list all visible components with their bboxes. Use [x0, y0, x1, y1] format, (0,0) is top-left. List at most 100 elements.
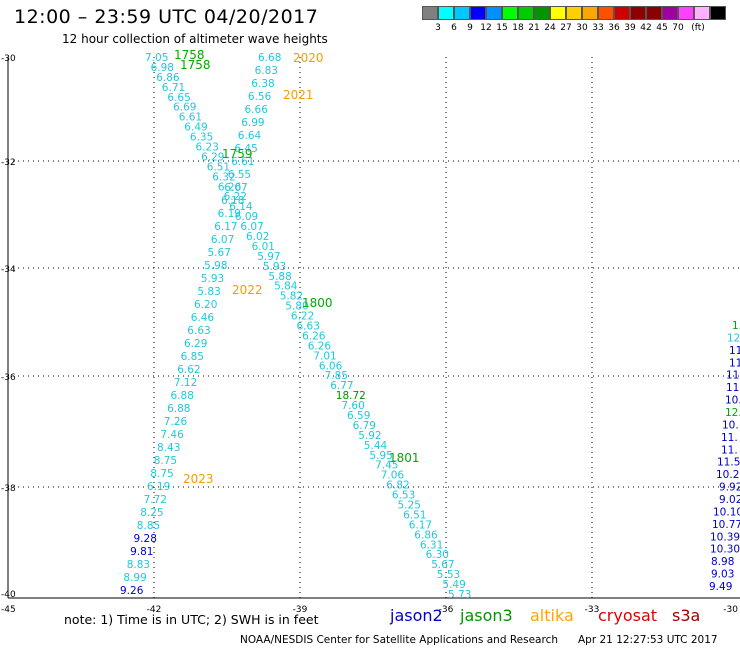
swh-value-track-a: 6.31 [420, 539, 443, 551]
swh-value-track-b: 6.19 [218, 208, 241, 220]
swh-value-track-a: 6.26 [302, 330, 326, 342]
swh-value-track-a: 18.72 [336, 390, 366, 402]
legend-swatch [438, 6, 454, 20]
swh-value-track-a: 6.30 [426, 549, 449, 561]
legend-swatch [454, 6, 470, 20]
legend-label: 70 [672, 23, 684, 33]
swh-value-track-c: 10. [722, 419, 739, 431]
swh-value-track-a: 6.26 [218, 181, 242, 193]
legend-swatch [486, 6, 502, 20]
swh-value-track-a: 7.01 [313, 350, 336, 362]
swh-value-track-a: 6.59 [347, 410, 370, 422]
swh-value-track-b: 6.07 [224, 182, 247, 194]
swh-value-track-c: 11. [729, 357, 740, 369]
swh-value-track-b: 6.07 [211, 234, 234, 246]
swh-value-track-b: 7.26 [164, 416, 188, 428]
swh-value-track-c: 10.77 [712, 519, 740, 531]
swh-value-track-a: 6.65 [167, 92, 190, 104]
swh-value-track-c: 1. [732, 320, 740, 332]
swh-value-track-c: 12. [725, 407, 740, 419]
swh-value-track-b: 6.88 [171, 390, 194, 402]
swh-value-track-a: 6.61 [179, 112, 202, 124]
time-label: 1758 [174, 48, 205, 62]
swh-value-track-a: 6.26 [308, 340, 332, 352]
swh-value-track-b: 8.75 [154, 455, 177, 467]
swh-value-track-c: 9.92 [719, 482, 740, 494]
swh-value-track-a: 6.32 [212, 171, 235, 183]
legend-swatch [422, 6, 438, 20]
legend-label: 24 [544, 23, 556, 33]
swh-value-track-a: 6.17 [409, 519, 432, 531]
legend-label: 27 [560, 23, 572, 33]
swh-value-track-a: 7.60 [341, 400, 364, 412]
swh-value-track-b: 6.18 [221, 195, 244, 207]
legend-label: 21 [528, 23, 540, 33]
legend-swatch [710, 6, 726, 20]
legend-label: 18 [512, 23, 524, 33]
swh-value-track-a: 5.44 [364, 440, 388, 452]
swh-value-track-a: 5.93 [263, 261, 286, 273]
swh-value-track-c: 11. [721, 432, 738, 444]
satellite-cryosat: cryosat [598, 606, 658, 625]
swh-value-track-b: 6.68 [258, 52, 281, 64]
swh-value-track-c: 10.30 [710, 544, 740, 556]
swh-value-track-b: 7.72 [144, 494, 167, 506]
time-label: 1801 [389, 451, 420, 465]
legend-swatch [534, 6, 550, 20]
swh-value-track-c: 9.03 [711, 569, 734, 581]
swh-value-track-a: 6.51 [403, 509, 426, 521]
legend-label: (ft) [691, 23, 705, 33]
swh-value-track-b: 6.20 [194, 299, 217, 311]
time-label: 2023 [183, 472, 214, 486]
lon-tick-label: -42 [147, 605, 162, 615]
legend-swatch [646, 6, 662, 20]
swh-value-track-a: 6.86 [414, 529, 438, 541]
swh-value-track-b: 6.45 [234, 143, 257, 155]
swh-value-track-a: 5.25 [398, 500, 421, 512]
swh-value-track-b: 8.25 [140, 507, 163, 519]
legend-label: 12 [480, 23, 492, 33]
swh-value-track-b: 6.46 [191, 312, 215, 324]
swh-value-track-c: 11. [721, 444, 738, 456]
lon-tick-label: -45 [1, 605, 16, 615]
swh-value-track-a: 6.63 [297, 321, 320, 333]
swh-value-track-b: 5.98 [204, 260, 227, 272]
units-note: note: 1) Time is in UTC; 2) SWH is in fe… [64, 612, 319, 627]
swh-value-track-b: 7.12 [174, 377, 197, 389]
swh-value-track-c: 10.39 [710, 531, 740, 543]
lon-tick-label: -33 [585, 605, 600, 615]
swh-value-track-a: 5.92 [358, 430, 381, 442]
swh-value-track-b: 8.75 [150, 468, 173, 480]
legend-swatch [518, 6, 534, 20]
swh-value-track-b: 6.17 [214, 221, 237, 233]
swh-value-track-b: 8.83 [127, 559, 150, 571]
time-label: 1758 [180, 58, 211, 72]
swh-value-track-a: 6.49 [184, 122, 207, 134]
lat-tick-label: -38 [1, 484, 16, 494]
lat-tick-label: -40 [1, 590, 16, 600]
swh-value-track-c: 11. [726, 370, 740, 382]
legend-label: 42 [640, 23, 652, 33]
legend-label: 3 [435, 23, 441, 33]
swh-value-track-b: 6.61 [231, 156, 254, 168]
swh-value-track-c: 10. [725, 395, 740, 407]
satellite-jason2: jason2 [390, 606, 443, 625]
swh-value-track-b: 9.81 [130, 546, 153, 558]
swh-value-track-a: 6.98 [151, 62, 174, 74]
swh-value-track-c: 11. [729, 345, 740, 357]
lat-tick-label: -36 [1, 373, 16, 383]
time-label: 2021 [283, 88, 314, 102]
map-subtitle: 12 hour collection of altimeter wave hei… [62, 32, 328, 46]
swh-value-track-b: 9.28 [134, 533, 157, 545]
time-label: 2020 [293, 51, 324, 65]
swh-value-track-a: 5.67 [431, 559, 454, 571]
satellite-altika: altika [530, 606, 574, 625]
time-label: 1759 [222, 147, 253, 161]
swh-value-track-b: 6.83 [255, 65, 278, 77]
swh-value-track-c: 9.02 [719, 494, 740, 506]
swh-value-track-c: 10.10 [713, 506, 740, 518]
swh-value-track-a: 6.02 [246, 231, 269, 243]
swh-value-track-a: 6.07 [240, 221, 263, 233]
swh-value-track-b: 6.29 [184, 338, 207, 350]
